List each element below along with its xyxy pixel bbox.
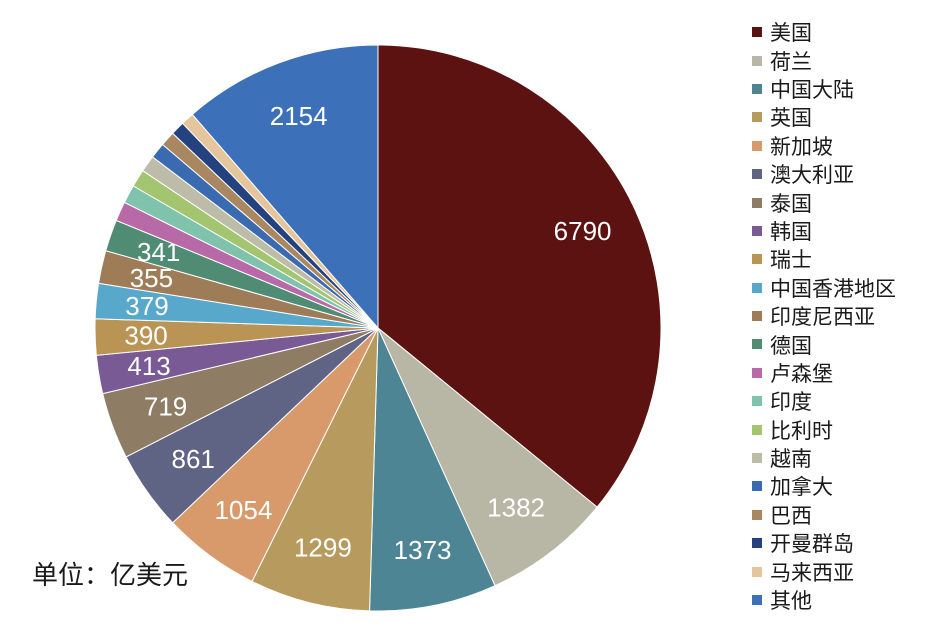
legend-item: 卢森堡 bbox=[752, 359, 896, 387]
legend-label: 新加坡 bbox=[770, 134, 833, 159]
legend-swatch bbox=[752, 509, 762, 520]
legend-swatch bbox=[752, 55, 762, 66]
legend-label: 印度尼西亚 bbox=[770, 305, 875, 330]
legend-item: 印度尼西亚 bbox=[752, 302, 896, 330]
legend-label: 开曼群岛 bbox=[770, 532, 854, 557]
legend-item: 中国香港地区 bbox=[752, 274, 896, 302]
slice-data-label: 1373 bbox=[394, 535, 452, 565]
slice-data-label: 379 bbox=[125, 291, 168, 321]
legend-label: 其他 bbox=[770, 589, 812, 614]
legend-item: 澳大利亚 bbox=[752, 160, 896, 188]
slice-data-label: 1382 bbox=[487, 492, 545, 522]
legend-item: 越南 bbox=[752, 444, 896, 472]
legend-swatch bbox=[752, 538, 762, 549]
legend-item: 加拿大 bbox=[752, 472, 896, 500]
legend-swatch bbox=[752, 481, 762, 492]
legend-item: 比利时 bbox=[752, 415, 896, 443]
legend-swatch bbox=[752, 169, 762, 180]
legend-swatch bbox=[752, 424, 762, 435]
legend-label: 比利时 bbox=[770, 418, 833, 443]
slice-data-label: 1054 bbox=[214, 495, 272, 525]
legend-item: 新加坡 bbox=[752, 132, 896, 160]
slice-data-label: 1299 bbox=[294, 533, 352, 563]
legend-label: 泰国 bbox=[770, 191, 812, 216]
legend-label: 中国香港地区 bbox=[770, 276, 896, 301]
legend-label: 美国 bbox=[770, 21, 812, 46]
legend-item: 开曼群岛 bbox=[752, 529, 896, 557]
legend-swatch bbox=[752, 595, 762, 605]
legend-swatch bbox=[752, 197, 762, 208]
legend-label: 中国大陆 bbox=[770, 77, 854, 102]
legend-item: 中国大陆 bbox=[752, 75, 896, 103]
legend-label: 卢森堡 bbox=[770, 361, 833, 386]
pie-slice bbox=[377, 44, 662, 508]
legend-label: 印度 bbox=[770, 390, 812, 415]
legend-item: 德国 bbox=[752, 330, 896, 358]
legend-swatch bbox=[752, 367, 762, 378]
legend-label: 巴西 bbox=[770, 503, 812, 528]
legend-item: 英国 bbox=[752, 103, 896, 131]
legend-swatch bbox=[752, 311, 762, 322]
legend-item: 泰国 bbox=[752, 188, 896, 216]
pie-slice bbox=[369, 327, 496, 612]
slice-data-label: 2154 bbox=[270, 101, 328, 131]
legend-item: 巴西 bbox=[752, 501, 896, 529]
unit-label: 单位：亿美元 bbox=[32, 561, 189, 591]
legend-label: 英国 bbox=[770, 106, 812, 131]
legend-swatch bbox=[752, 254, 762, 265]
legend-label: 越南 bbox=[770, 447, 812, 472]
legend-swatch bbox=[752, 83, 762, 94]
legend-item: 其他 bbox=[752, 586, 896, 614]
legend-item: 印度 bbox=[752, 387, 896, 415]
slice-data-label: 390 bbox=[124, 320, 167, 350]
legend-label: 澳大利亚 bbox=[770, 163, 854, 188]
pie-slice bbox=[191, 44, 379, 330]
legend-item: 韩国 bbox=[752, 217, 896, 245]
legend-swatch bbox=[752, 225, 762, 236]
legend-swatch bbox=[752, 282, 762, 293]
legend-label: 荷兰 bbox=[770, 49, 812, 74]
legend-label: 瑞士 bbox=[770, 248, 812, 273]
legend: 美国荷兰中国大陆英国新加坡澳大利亚泰国韩国瑞士中国香港地区 印度尼西亚德国卢森堡印… bbox=[752, 18, 896, 614]
slice-data-label: 719 bbox=[144, 391, 187, 421]
legend-label: 加拿大 bbox=[770, 475, 833, 500]
legend-item: 荷兰 bbox=[752, 46, 896, 74]
legend-swatch bbox=[752, 396, 762, 407]
legend-label: 马来西亚 bbox=[770, 560, 854, 585]
legend-item: 瑞士 bbox=[752, 245, 896, 273]
legend-swatch bbox=[752, 453, 762, 464]
legend-swatch bbox=[752, 566, 762, 577]
legend-swatch bbox=[752, 339, 762, 350]
pie-slice bbox=[377, 327, 598, 587]
legend-swatch bbox=[752, 112, 762, 123]
legend-swatch bbox=[752, 27, 762, 38]
legend-swatch bbox=[752, 140, 762, 151]
legend-label: 韩国 bbox=[770, 219, 812, 244]
legend-item: 美国 bbox=[752, 18, 896, 46]
slice-data-label: 413 bbox=[127, 351, 170, 381]
pie-slice bbox=[251, 327, 379, 612]
legend-label: 德国 bbox=[770, 333, 812, 358]
slice-data-label: 6790 bbox=[554, 216, 612, 246]
slice-data-label: 861 bbox=[172, 444, 215, 474]
legend-item: 马来西亚 bbox=[752, 557, 896, 585]
